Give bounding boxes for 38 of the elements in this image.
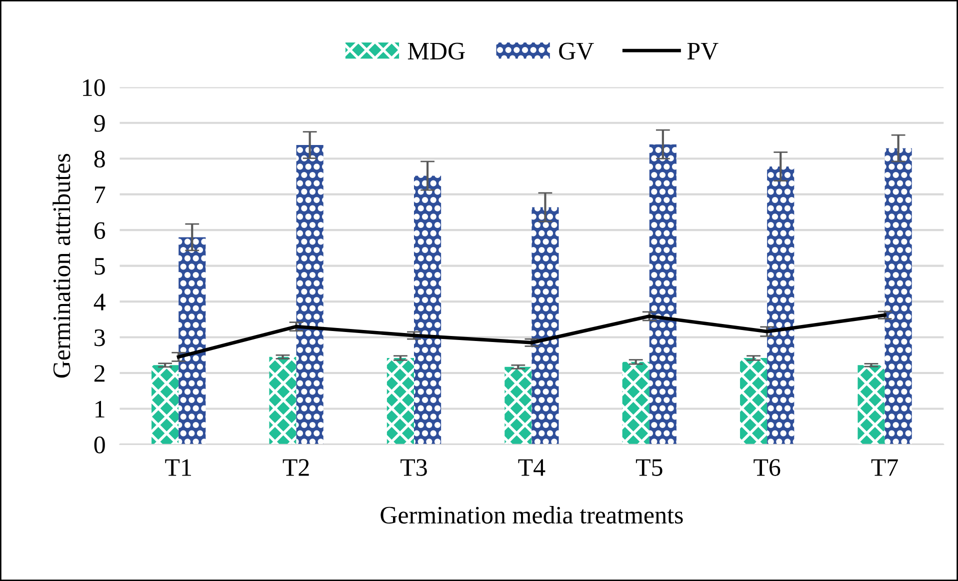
legend-label: MDG	[408, 42, 465, 60]
bar	[858, 365, 885, 444]
bar	[884, 148, 912, 444]
line-series	[176, 313, 887, 359]
bar	[269, 356, 296, 444]
bar	[178, 237, 206, 444]
x-tick-label: T4	[518, 459, 546, 476]
x-axis-title: Germination media treatments	[380, 506, 683, 524]
bar	[622, 362, 650, 444]
legend-label: PV	[687, 42, 718, 60]
x-tick-label: T3	[400, 459, 427, 476]
y-tick-label: 4	[94, 294, 106, 310]
bar	[386, 358, 414, 444]
x-tick-label: T5	[636, 459, 662, 476]
y-tick-label: 6	[94, 222, 106, 239]
x-tick-label: T7	[871, 459, 898, 476]
bar	[532, 207, 559, 444]
bar	[296, 145, 324, 444]
bar	[504, 366, 532, 444]
y-tick-label: 8	[94, 150, 105, 168]
y-tick-label: 7	[95, 186, 106, 204]
x-tick-label: T2	[282, 459, 309, 476]
y-axis-title: Germination attributes	[52, 154, 70, 378]
x-tick-label: T6	[754, 459, 780, 476]
y-tick-label: 1	[96, 400, 104, 418]
y-tick-label: 10	[83, 79, 105, 96]
bar	[740, 358, 768, 444]
y-tick-label: 0	[94, 436, 105, 454]
bar	[649, 144, 676, 444]
legend-label: GV	[559, 42, 594, 60]
bar	[152, 365, 179, 444]
bar	[414, 176, 442, 444]
bar	[767, 166, 794, 444]
y-tick-label: 3	[94, 329, 105, 346]
y-tick-label: 5	[94, 258, 105, 275]
y-tick-label: 9	[94, 115, 105, 132]
x-tick-label: T1	[165, 459, 191, 476]
y-tick-label: 2	[94, 365, 104, 382]
